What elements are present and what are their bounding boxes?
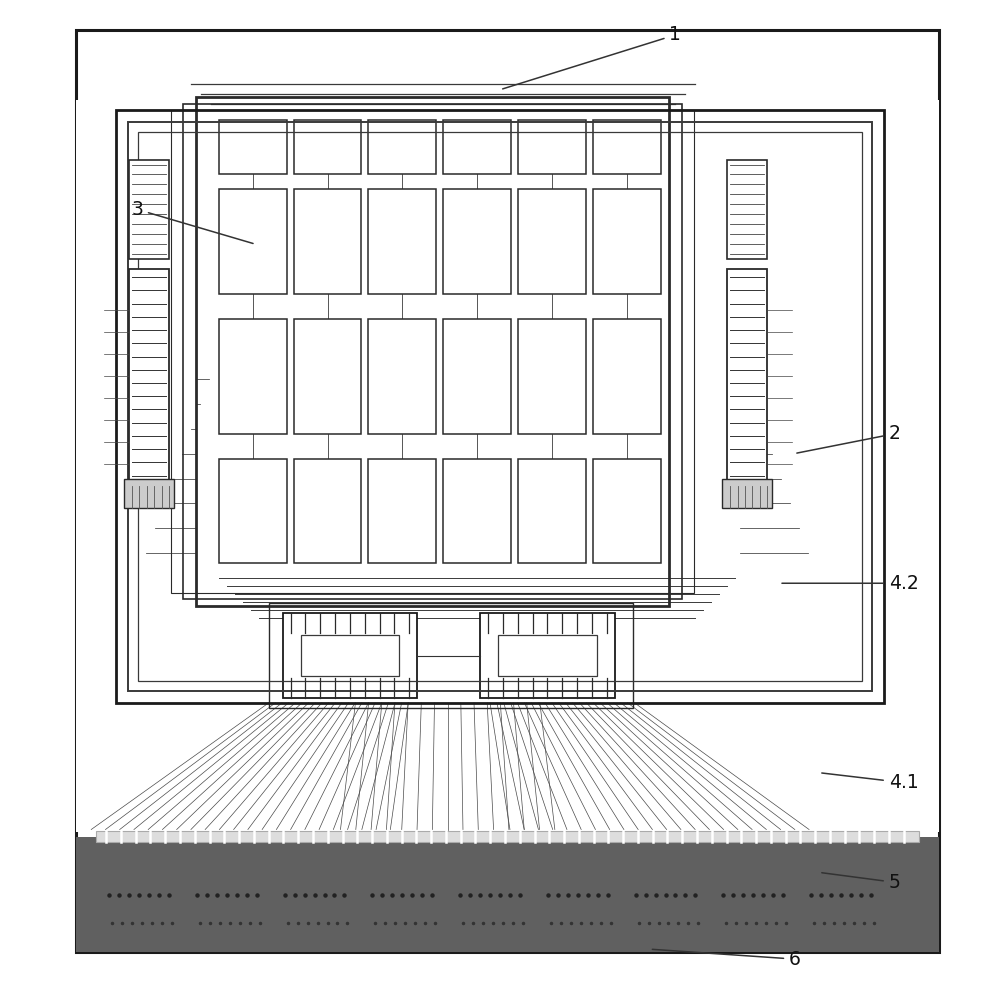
Bar [96, 831, 919, 842]
Bar [480, 613, 615, 698]
Bar [301, 635, 399, 676]
Bar [593, 189, 661, 294]
Bar [518, 459, 586, 563]
Bar [219, 120, 287, 174]
Bar [124, 479, 174, 508]
Bar [269, 603, 633, 708]
Bar [171, 110, 694, 593]
Bar [722, 479, 772, 508]
Bar [76, 100, 939, 832]
Bar [727, 160, 767, 259]
Bar [76, 30, 939, 952]
Bar [498, 635, 597, 676]
Bar [129, 269, 169, 484]
Bar [138, 132, 862, 681]
Bar [518, 120, 586, 174]
Bar [219, 459, 287, 563]
Bar [443, 189, 511, 294]
Bar [518, 189, 586, 294]
Bar [368, 459, 436, 563]
Bar [196, 98, 669, 606]
Bar [219, 319, 287, 434]
Bar [443, 120, 511, 174]
Text: 6: 6 [652, 949, 801, 969]
Text: 1: 1 [503, 25, 681, 89]
Text: 2: 2 [797, 424, 901, 453]
Bar [283, 613, 417, 698]
Bar [443, 319, 511, 434]
Text: 5: 5 [822, 872, 901, 892]
Bar [368, 319, 436, 434]
Bar [183, 104, 682, 599]
Bar [294, 459, 361, 563]
Bar [294, 319, 361, 434]
Bar [368, 120, 436, 174]
Bar [518, 319, 586, 434]
Bar [593, 459, 661, 563]
Bar [294, 189, 361, 294]
Text: 4.2: 4.2 [782, 573, 919, 593]
Bar [727, 269, 767, 484]
Bar [294, 120, 361, 174]
Text: 4.1: 4.1 [822, 773, 919, 793]
Bar [219, 189, 287, 294]
Bar [129, 160, 169, 259]
Bar [116, 110, 884, 703]
Bar [368, 189, 436, 294]
Bar [593, 120, 661, 174]
Text: 3: 3 [131, 199, 253, 243]
Bar [76, 837, 939, 952]
Bar [443, 459, 511, 563]
Bar [593, 319, 661, 434]
Bar [128, 122, 872, 691]
